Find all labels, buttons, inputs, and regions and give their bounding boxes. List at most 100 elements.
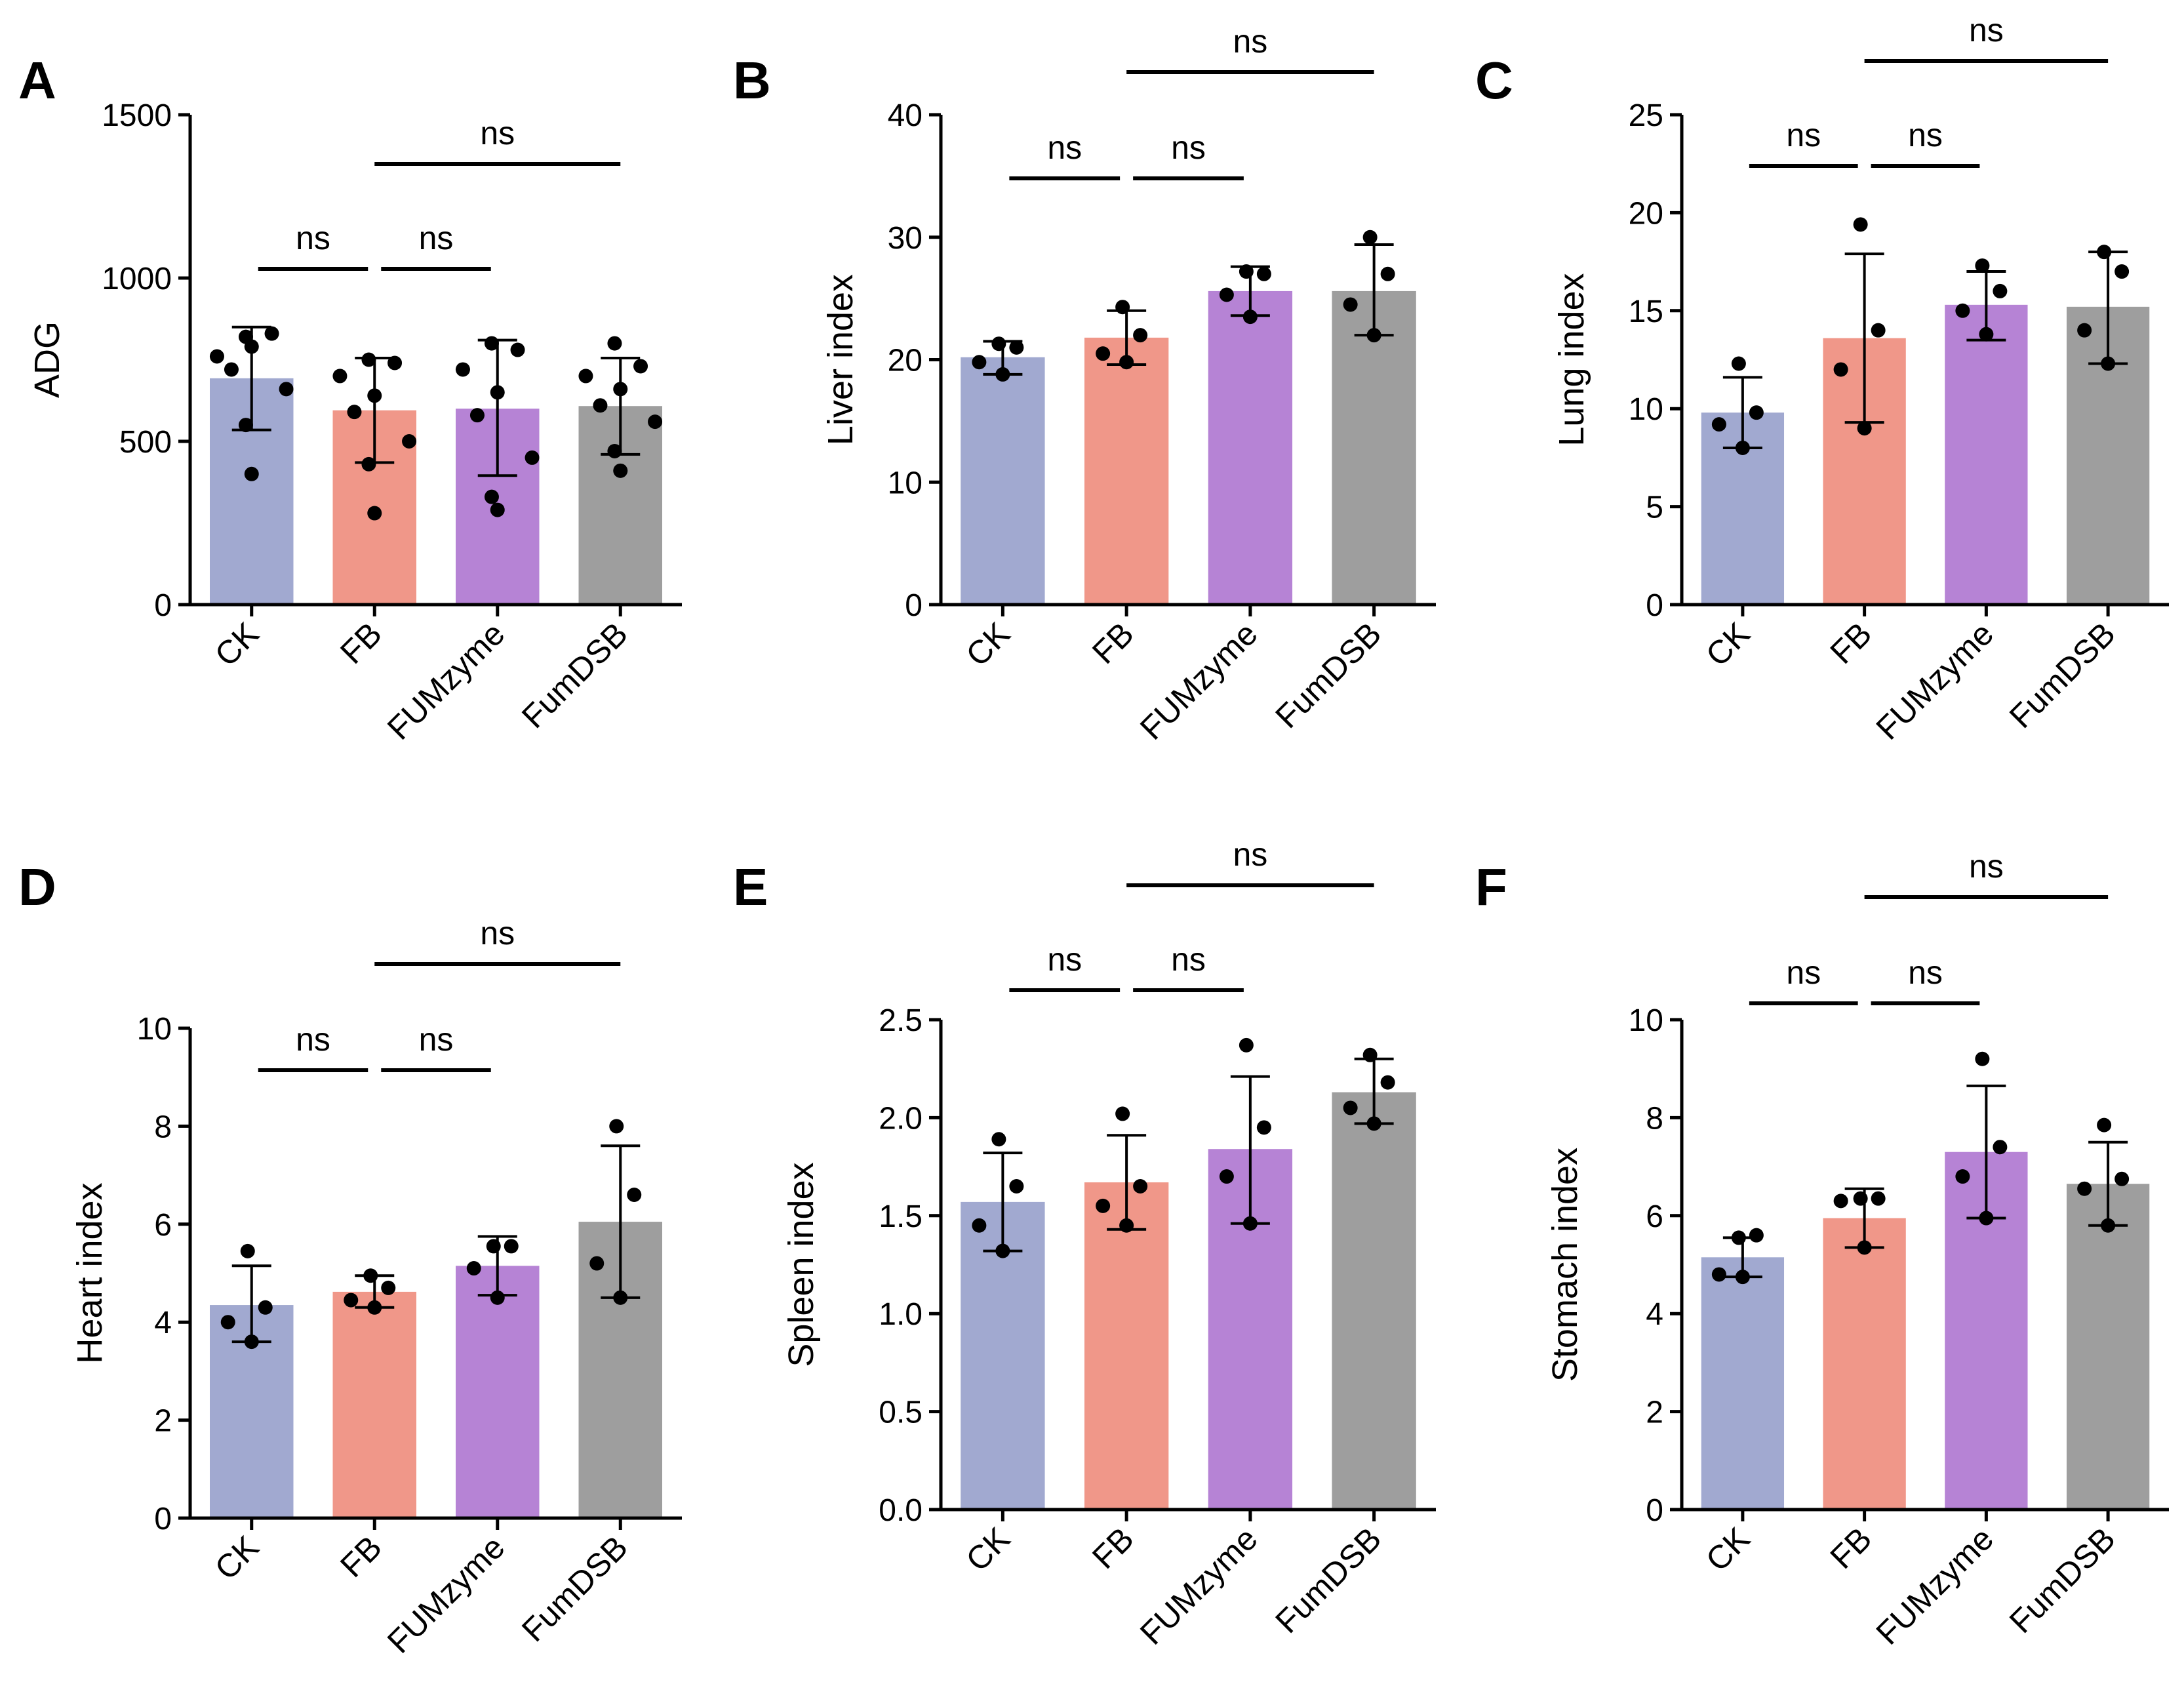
x-tick-label-fumdsb: FumDSB: [2002, 615, 2122, 735]
data-point-ck: [1711, 417, 1726, 432]
data-point-fumzyme: [490, 385, 505, 400]
significance-label: ns: [1047, 129, 1082, 166]
data-point-fb: [1857, 1240, 1872, 1255]
data-point-ck: [991, 1132, 1006, 1147]
data-point-fb: [367, 506, 382, 521]
panel-letter: E: [733, 858, 768, 916]
data-point-fb: [402, 434, 417, 449]
significance-label: ns: [296, 1021, 330, 1058]
x-tick-label-fumzyme: FUMzyme: [380, 1529, 512, 1660]
data-point-ck: [244, 339, 259, 354]
data-point-ck: [1731, 1230, 1746, 1245]
data-point-fumdsb: [607, 443, 622, 458]
data-point-fumzyme: [1955, 303, 1970, 318]
x-tick-label-fumzyme: FUMzyme: [1869, 615, 2001, 747]
data-point-fb: [1115, 1106, 1130, 1121]
data-point-fumzyme: [466, 1261, 481, 1276]
x-tick-label-fb: FB: [1823, 1520, 1879, 1576]
y-tick-label: 30: [888, 221, 923, 256]
x-tick-label-fumdsb: FumDSB: [1268, 1520, 1388, 1640]
x-tick-label-ck: CK: [208, 1529, 266, 1587]
data-point-fumdsb: [1343, 297, 1358, 312]
bar-fb: [1823, 1218, 1906, 1510]
data-point-fumdsb: [1366, 1116, 1381, 1131]
y-tick-label: 10: [1629, 392, 1663, 427]
data-point-fumzyme: [469, 408, 485, 423]
x-tick-label-fumzyme: FUMzyme: [1869, 1520, 2001, 1652]
data-point-ck: [279, 382, 294, 397]
data-point-fumdsb: [2077, 323, 2092, 338]
bar-fumdsb: [1332, 291, 1416, 605]
data-point-fumdsb: [2115, 1171, 2130, 1186]
x-tick-label-fb: FB: [333, 615, 389, 671]
data-point-fumdsb: [609, 1119, 624, 1134]
x-tick-label-fumdsb: FumDSB: [515, 615, 635, 735]
significance-label: ns: [1786, 954, 1821, 991]
x-tick-label-fb: FB: [333, 1529, 389, 1584]
y-tick-label: 8: [1646, 1101, 1663, 1136]
x-tick-label-fumdsb: FumDSB: [2002, 1520, 2122, 1640]
y-tick-label: 8: [154, 1110, 172, 1144]
significance-label: ns: [1786, 117, 1821, 153]
bar-fumzyme: [1208, 291, 1293, 605]
data-point-fumzyme: [1975, 1051, 1990, 1066]
data-point-ck: [972, 355, 987, 370]
significance-label: ns: [480, 915, 515, 952]
y-tick-label: 0: [154, 1502, 172, 1536]
data-point-ck: [1749, 1228, 1764, 1243]
data-point-fumzyme: [1979, 1211, 1994, 1226]
panel-letter: F: [1475, 858, 1507, 916]
y-tick-label: 1000: [102, 262, 172, 296]
y-tick-label: 0: [154, 588, 172, 623]
data-point-fb: [344, 1293, 359, 1308]
data-point-fumdsb: [2097, 1117, 2112, 1133]
data-point-fumzyme: [1955, 1169, 1970, 1184]
data-point-fb: [361, 352, 376, 367]
data-point-fb: [1119, 355, 1134, 370]
data-point-fb: [363, 1268, 378, 1283]
data-point-fb: [1119, 1218, 1134, 1233]
data-point-fumzyme: [1242, 310, 1258, 325]
data-point-fumzyme: [510, 342, 525, 357]
y-tick-label: 4: [154, 1306, 172, 1340]
data-point-ck: [244, 1334, 259, 1350]
data-point-fb: [1133, 328, 1148, 343]
data-point-fb: [381, 1280, 396, 1295]
significance-label: ns: [480, 115, 515, 151]
data-point-fumdsb: [2101, 356, 2116, 371]
data-point-fumdsb: [633, 359, 648, 374]
data-point-fumdsb: [1380, 266, 1395, 281]
x-tick-label-ck: CK: [1699, 615, 1757, 673]
data-point-fumzyme: [490, 502, 505, 517]
y-tick-label: 10: [137, 1012, 172, 1047]
y-tick-label: 0: [1646, 588, 1663, 623]
data-point-ck: [238, 418, 253, 433]
data-point-fumdsb: [1380, 1075, 1395, 1090]
data-point-fumzyme: [525, 450, 540, 465]
y-tick-label: 0: [905, 588, 923, 623]
x-tick-label-ck: CK: [208, 615, 266, 673]
data-point-fumzyme: [1239, 1037, 1254, 1053]
y-tick-label: 2: [154, 1404, 172, 1439]
y-tick-label: 2: [1646, 1395, 1663, 1430]
bar-fumzyme: [1945, 304, 2028, 605]
data-point-fb: [1833, 1194, 1848, 1209]
data-point-fumzyme: [490, 1290, 505, 1305]
y-tick-label: 6: [154, 1208, 172, 1243]
data-point-fumzyme: [1219, 287, 1234, 302]
y-tick-label: 1.5: [879, 1199, 923, 1234]
data-point-ck: [1735, 1270, 1750, 1285]
data-point-ck: [995, 367, 1010, 382]
data-point-fb: [1133, 1178, 1148, 1194]
x-tick-label-fumdsb: FumDSB: [1268, 615, 1388, 735]
data-point-ck: [991, 336, 1006, 351]
data-point-ck: [258, 1300, 273, 1315]
data-point-ck: [1731, 356, 1746, 371]
data-point-fumdsb: [2101, 1218, 2116, 1233]
data-point-ck: [995, 1243, 1010, 1258]
data-point-fb: [1871, 323, 1886, 338]
y-axis-label: Lung index: [1552, 273, 1591, 446]
data-point-fumzyme: [1256, 266, 1271, 281]
panel-letter: A: [18, 51, 56, 110]
